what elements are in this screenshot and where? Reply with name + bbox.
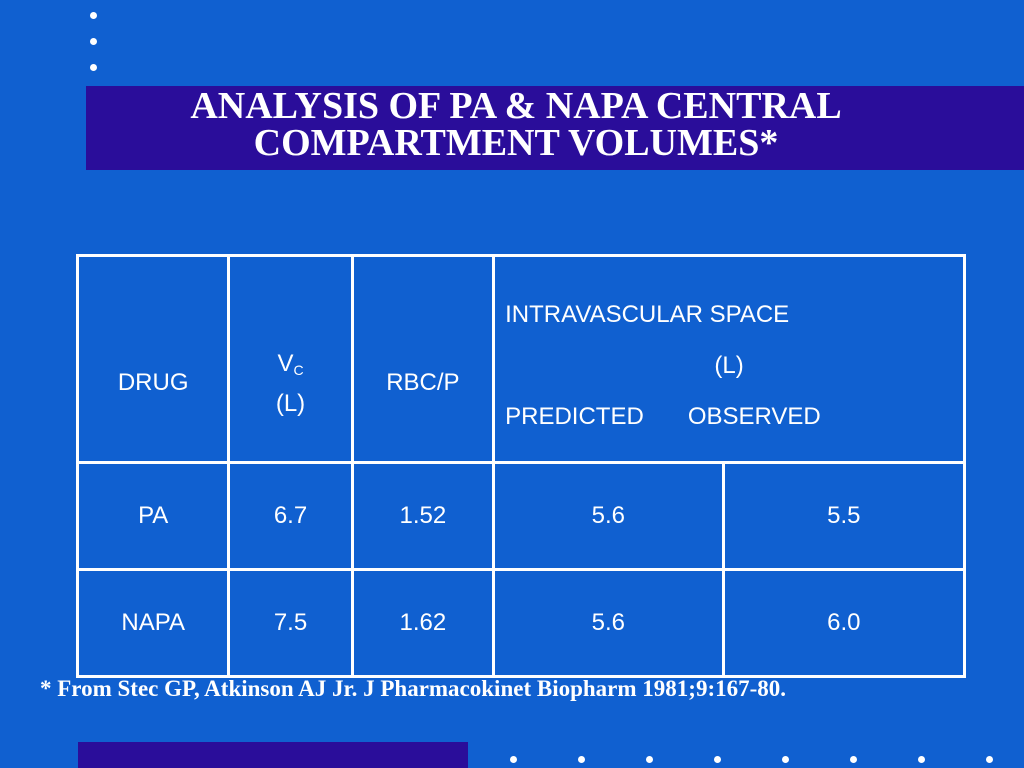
cell-vc: 7.5 — [227, 568, 354, 678]
decor-dot — [986, 756, 993, 763]
header-intravascular-label: INTRAVASCULAR SPACE — [505, 300, 790, 328]
cell-rbc: 1.52 — [350, 461, 496, 571]
decor-dot — [510, 756, 517, 763]
decor-dot — [714, 756, 721, 763]
header-vc-symbol: V — [277, 350, 294, 377]
bottom-band — [78, 742, 468, 768]
header-drug: DRUG — [75, 254, 231, 464]
cell-rbc: 1.62 — [350, 568, 496, 678]
title-line-2: COMPARTMENT VOLUMES* — [253, 122, 779, 164]
header-predicted: PREDICTED — [505, 402, 644, 430]
table-row: PA 6.7 1.52 5.6 5.5 — [75, 461, 967, 571]
table-header-row: DRUG VC (L) RBC/P INTRAVASCULAR SPACE (L… — [75, 254, 966, 464]
cell-observed: 5.5 — [721, 461, 967, 571]
decor-dot — [90, 12, 97, 19]
decor-dot — [782, 756, 789, 763]
decor-dot — [918, 756, 925, 763]
table-row: NAPA 7.5 1.62 5.6 6.0 — [75, 568, 967, 678]
cell-drug: PA — [75, 461, 231, 571]
slide-title: ANALYSIS OF PA & NAPA CENTRAL COMPARTMEN… — [86, 85, 946, 164]
decor-dot — [578, 756, 585, 763]
header-rbc: RBC/P — [350, 254, 496, 464]
decor-dot — [850, 756, 857, 763]
decor-dot — [90, 64, 97, 71]
cell-observed: 6.0 — [721, 568, 967, 678]
volumes-table: DRUG VC (L) RBC/P INTRAVASCULAR SPACE (L… — [75, 254, 967, 678]
header-intravascular: INTRAVASCULAR SPACE (L) PREDICTED OBSERVE… — [492, 254, 966, 464]
cell-vc: 6.7 — [227, 461, 354, 571]
decor-dot — [646, 756, 653, 763]
decor-dot — [90, 38, 97, 45]
header-vc-subscript: C — [293, 362, 304, 378]
header-observed: OBSERVED — [687, 402, 821, 430]
cell-drug: NAPA — [75, 568, 231, 678]
header-vc-unit: (L) — [275, 390, 306, 417]
title-line-1: ANALYSIS OF PA & NAPA CENTRAL — [190, 85, 842, 127]
cell-predicted: 5.6 — [492, 461, 725, 571]
title-band — [86, 86, 1024, 170]
header-intravascular-unit: (L) — [714, 351, 744, 379]
header-vc: VC (L) — [227, 254, 354, 464]
cell-predicted: 5.6 — [492, 568, 725, 678]
footnote: * From Stec GP, Atkinson AJ Jr. J Pharma… — [40, 676, 787, 701]
